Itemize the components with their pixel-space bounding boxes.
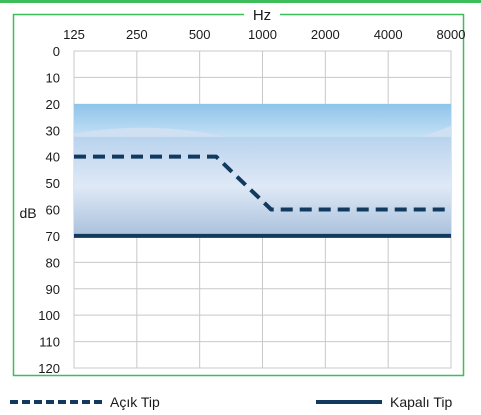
- x-tick-label: 250: [126, 27, 148, 42]
- photo-band: [74, 103, 451, 236]
- photo-flower-field: [74, 136, 451, 236]
- y-tick-label: 60: [46, 203, 60, 218]
- legend-item-closed: Kapalı Tip: [316, 392, 452, 412]
- x-tick-label: 125: [63, 27, 85, 42]
- y-tick-label: 80: [46, 255, 60, 270]
- y-tick-labels: 0 10 20 30 40 50 60 70 80 90 100 110 120: [38, 44, 60, 376]
- x-tick-label: 8000: [437, 27, 466, 42]
- x-tick-label: 500: [189, 27, 211, 42]
- x-title-mask: [244, 6, 280, 24]
- x-tick-label: 2000: [311, 27, 340, 42]
- y-tick-label: 100: [38, 308, 60, 323]
- y-tick-label: 30: [46, 123, 60, 138]
- y-tick-label: 50: [46, 176, 60, 191]
- legend-swatch-dashed: [10, 400, 102, 404]
- x-tick-label: 1000: [248, 27, 277, 42]
- x-tick-label: 4000: [374, 27, 403, 42]
- y-tick-label: 110: [39, 335, 60, 350]
- grid: [74, 51, 451, 368]
- y-tick-label: 20: [46, 97, 60, 112]
- y-tick-label: 70: [46, 229, 60, 244]
- x-tick-labels: 125 250 500 1000 2000 4000 8000: [63, 27, 465, 42]
- y-tick-label: 90: [46, 282, 60, 297]
- x-axis-title: Hz: [253, 7, 271, 24]
- y-tick-label: 40: [46, 150, 60, 165]
- y-axis-title: dB: [19, 205, 36, 221]
- series-lines: [74, 154, 451, 238]
- y-tick-label: 0: [53, 44, 60, 59]
- legend-item-open: Açık Tip: [10, 392, 160, 412]
- outer-frame: [12, 13, 465, 377]
- legend-label-closed: Kapalı Tip: [390, 394, 453, 410]
- legend-swatch-solid: [316, 400, 382, 404]
- legend-label-open: Açık Tip: [110, 394, 160, 410]
- y-tick-label: 10: [46, 70, 60, 85]
- y-tick-label: 120: [38, 361, 60, 376]
- series-line-acik-tip: [74, 154, 451, 212]
